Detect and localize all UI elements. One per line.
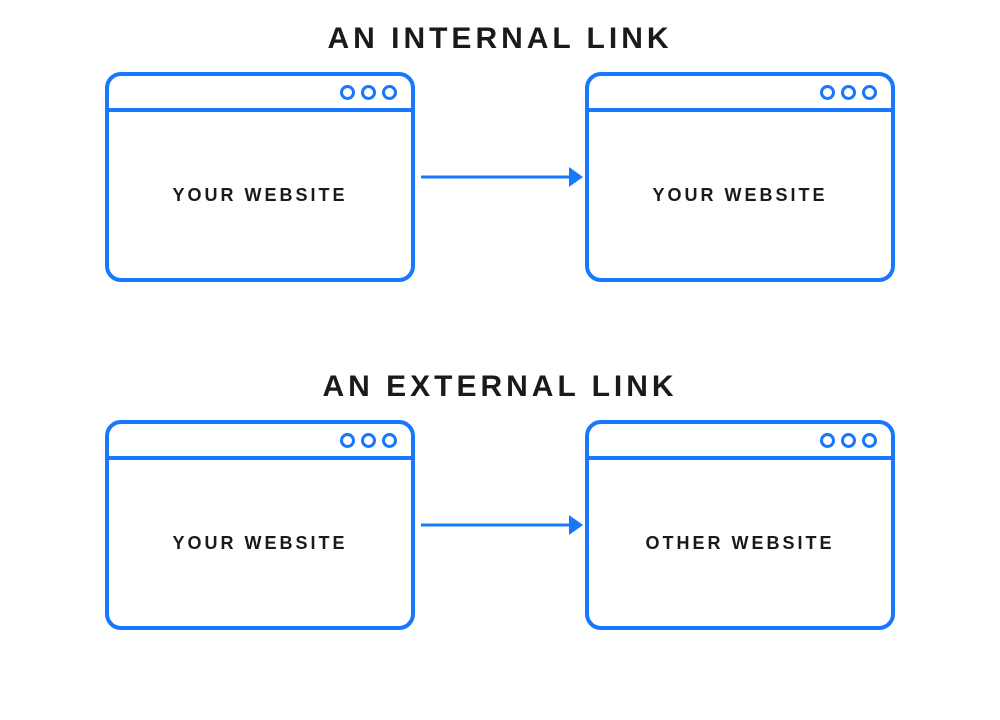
window-label: YOUR WEBSITE xyxy=(172,533,347,554)
arrow-right-icon xyxy=(415,157,585,197)
browser-window-right-external: OTHER WEBSITE xyxy=(585,420,895,630)
row-internal: YOUR WEBSITE YOUR WEBSITE xyxy=(0,72,1000,282)
window-control-circle-icon xyxy=(841,85,856,100)
window-control-circle-icon xyxy=(862,433,877,448)
window-control-circle-icon xyxy=(361,85,376,100)
window-label: OTHER WEBSITE xyxy=(645,533,834,554)
window-control-circle-icon xyxy=(340,433,355,448)
browser-window-right-internal: YOUR WEBSITE xyxy=(585,72,895,282)
window-label: YOUR WEBSITE xyxy=(652,185,827,206)
browser-bar xyxy=(109,424,411,460)
arrow-internal xyxy=(415,157,585,197)
browser-bar xyxy=(589,76,891,112)
browser-body: YOUR WEBSITE xyxy=(109,460,411,626)
section-title-external: AN EXTERNAL LINK xyxy=(0,370,1000,404)
browser-window-left-internal: YOUR WEBSITE xyxy=(105,72,415,282)
browser-bar xyxy=(589,424,891,460)
window-control-circle-icon xyxy=(820,433,835,448)
browser-window-left-external: YOUR WEBSITE xyxy=(105,420,415,630)
row-external: YOUR WEBSITE OTHER WEBSITE xyxy=(0,420,1000,630)
window-control-circle-icon xyxy=(820,85,835,100)
window-control-circle-icon xyxy=(340,85,355,100)
window-control-circle-icon xyxy=(361,433,376,448)
window-control-circle-icon xyxy=(382,85,397,100)
browser-body: YOUR WEBSITE xyxy=(109,112,411,278)
browser-body: OTHER WEBSITE xyxy=(589,460,891,626)
window-label: YOUR WEBSITE xyxy=(172,185,347,206)
section-title-internal: AN INTERNAL LINK xyxy=(0,22,1000,56)
arrow-right-icon xyxy=(415,505,585,545)
window-control-circle-icon xyxy=(862,85,877,100)
browser-body: YOUR WEBSITE xyxy=(589,112,891,278)
arrow-external xyxy=(415,505,585,545)
window-control-circle-icon xyxy=(382,433,397,448)
window-control-circle-icon xyxy=(841,433,856,448)
browser-bar xyxy=(109,76,411,112)
